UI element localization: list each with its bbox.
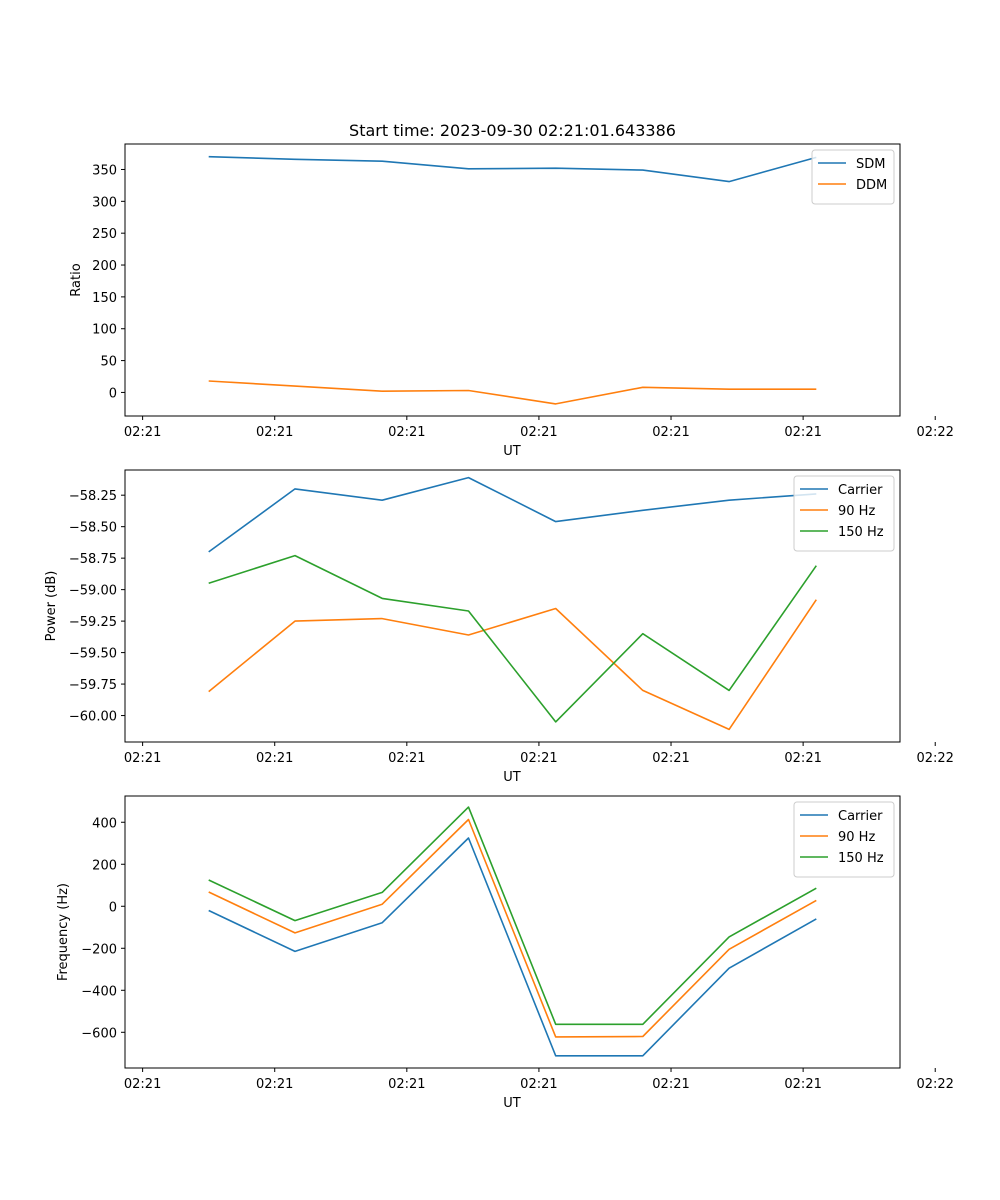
frequency-x-axis-label: UT [503, 1096, 521, 1111]
frequency-x-tick-label: 02:21 [388, 1077, 425, 1092]
ratio-y-tick-label: 200 [92, 259, 117, 274]
frequency-series-carrier-line [208, 837, 817, 1057]
ratio-axes-frame [124, 143, 901, 417]
ratio-panel: 02:21 02:21 02:21 02:21 02:21 02:21 02:22 0 50 10… [69, 143, 954, 459]
power-y-tick-label: −59.25 [69, 615, 117, 630]
ratio-y-tick-label: 100 [92, 323, 117, 338]
power-y-tick-label: −59.00 [69, 584, 117, 599]
power-y-tick-label: −59.50 [69, 647, 117, 662]
power-y-tick-label: −59.75 [69, 678, 117, 693]
power-x-tick-label: 02:21 [520, 751, 557, 766]
chart-title: Start time: 2023-09-30 02:21:01.643386 [349, 121, 676, 140]
ratio-legend-label-sdm: SDM [856, 157, 885, 172]
frequency-y-tick-label: 0 [109, 900, 117, 915]
power-y-tick-label: −60.00 [69, 710, 117, 725]
power-y-tick-label: −58.50 [69, 521, 117, 536]
power-x-axis-label: UT [503, 770, 521, 785]
ratio-x-tick-label: 02:22 [916, 425, 953, 440]
ratio-x-tick-label: 02:21 [784, 425, 821, 440]
power-x-tick-label: 02:21 [784, 751, 821, 766]
ratio-y-tick-label: 50 [100, 355, 117, 370]
ratio-series-sdm-line [208, 155, 817, 183]
power-x-tick-label: 02:21 [124, 751, 161, 766]
frequency-y-tick-label: 400 [92, 816, 117, 831]
frequency-axes-frame [124, 795, 901, 1069]
power-legend-label-carrier: Carrier [838, 483, 883, 498]
power-legend-box [793, 475, 895, 552]
frequency-y-tick-label: −400 [81, 984, 117, 999]
ratio-x-axis-label: UT [503, 444, 521, 459]
frequency-panel: 02:21 02:21 02:21 02:21 02:21 02:21 02:22 −600 −… [56, 795, 954, 1111]
ratio-y-tick-label: 300 [92, 195, 117, 210]
power-panel: 02:21 02:21 02:21 02:21 02:21 02:21 02:22 −60.0… [44, 469, 954, 785]
frequency-y-tick-label: 200 [92, 858, 117, 873]
frequency-x-tick-label: 02:21 [784, 1077, 821, 1092]
ratio-y-axis-label: Ratio [69, 263, 84, 296]
power-series-carrier-line [208, 476, 817, 553]
ratio-y-tick-label: 150 [92, 291, 117, 306]
ratio-x-tick-label: 02:21 [520, 425, 557, 440]
power-y-tick-label: −58.75 [69, 552, 117, 567]
frequency-x-tick-label: 02:21 [256, 1077, 293, 1092]
power-y-axis-label: Power (dB) [44, 571, 59, 642]
power-series-150-hz-line [208, 554, 817, 723]
power-x-tick-label: 02:22 [916, 751, 953, 766]
frequency-series-150-hz-line [208, 806, 817, 1026]
ratio-y-tick-label: 350 [92, 163, 117, 178]
ratio-x-tick-label: 02:21 [124, 425, 161, 440]
power-x-tick-label: 02:21 [388, 751, 425, 766]
frequency-x-tick-label: 02:22 [916, 1077, 953, 1092]
ratio-y-tick-label: 0 [109, 386, 117, 401]
power-y-tick-label: −58.25 [69, 489, 117, 504]
power-series-90-hz-line [208, 599, 817, 731]
frequency-x-tick-label: 02:21 [652, 1077, 689, 1092]
ratio-series-ddm-line [208, 380, 817, 405]
power-legend-label-90-hz: 90 Hz [838, 504, 875, 519]
ratio-y-tick-label: 250 [92, 227, 117, 242]
frequency-y-axis-label: Frequency (Hz) [56, 883, 71, 981]
frequency-y-tick-label: −200 [81, 942, 117, 957]
frequency-legend-box [793, 801, 895, 878]
ratio-x-tick-label: 02:21 [652, 425, 689, 440]
ratio-x-tick-label: 02:21 [256, 425, 293, 440]
ratio-x-tick-label: 02:21 [388, 425, 425, 440]
frequency-legend-label-carrier: Carrier [838, 809, 883, 824]
frequency-x-tick-label: 02:21 [124, 1077, 161, 1092]
ratio-legend-label-ddm: DDM [856, 178, 887, 193]
power-x-tick-label: 02:21 [652, 751, 689, 766]
power-axes-frame [124, 469, 901, 743]
frequency-x-tick-label: 02:21 [520, 1077, 557, 1092]
frequency-legend-label-90-hz: 90 Hz [838, 830, 875, 845]
power-x-tick-label: 02:21 [256, 751, 293, 766]
power-legend-label-150-hz: 150 Hz [838, 525, 884, 540]
frequency-series-90-hz-line [208, 818, 817, 1038]
frequency-y-tick-label: −600 [81, 1026, 117, 1041]
frequency-legend-label-150-hz: 150 Hz [838, 851, 884, 866]
